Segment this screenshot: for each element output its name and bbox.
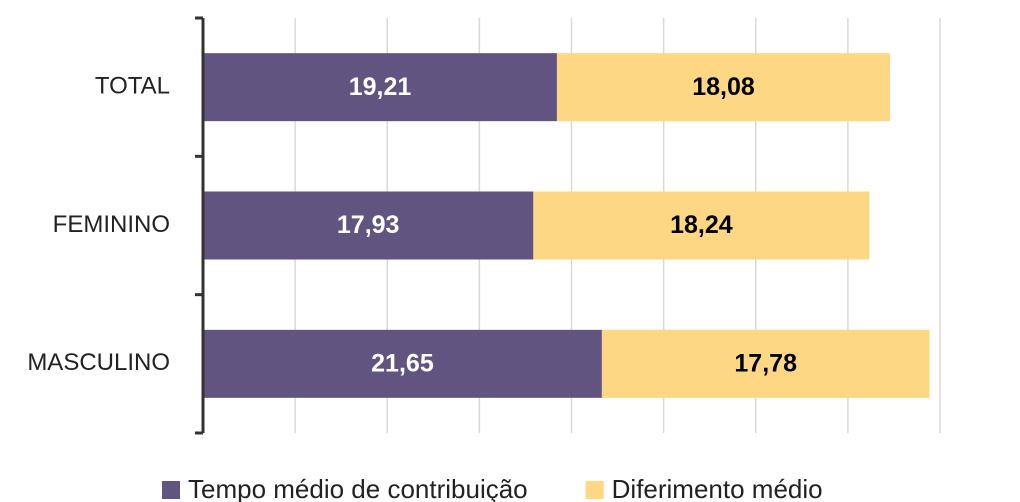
legend-swatch — [585, 481, 604, 499]
data-label: 18,24 — [670, 211, 733, 239]
legend-label: Diferimento médio — [612, 474, 823, 502]
legend-swatch — [162, 481, 180, 499]
bar-segment — [203, 53, 557, 122]
bar-segment — [203, 329, 602, 398]
data-label: 17,93 — [337, 211, 400, 239]
data-label: 18,08 — [692, 73, 755, 101]
data-label: 17,78 — [734, 349, 797, 377]
data-label: 19,21 — [349, 73, 412, 101]
bar-segment — [601, 329, 930, 398]
bar-segment — [556, 53, 891, 122]
bar-segment — [533, 191, 870, 260]
legend-label: Tempo médio de contribuição — [188, 474, 528, 502]
bar-segment — [203, 191, 534, 260]
y-tick-label: TOTAL — [95, 73, 170, 100]
y-tick-label: FEMININO — [53, 211, 170, 238]
data-label: 21,65 — [371, 349, 434, 377]
y-tick-label: MASCULINO — [27, 349, 170, 376]
